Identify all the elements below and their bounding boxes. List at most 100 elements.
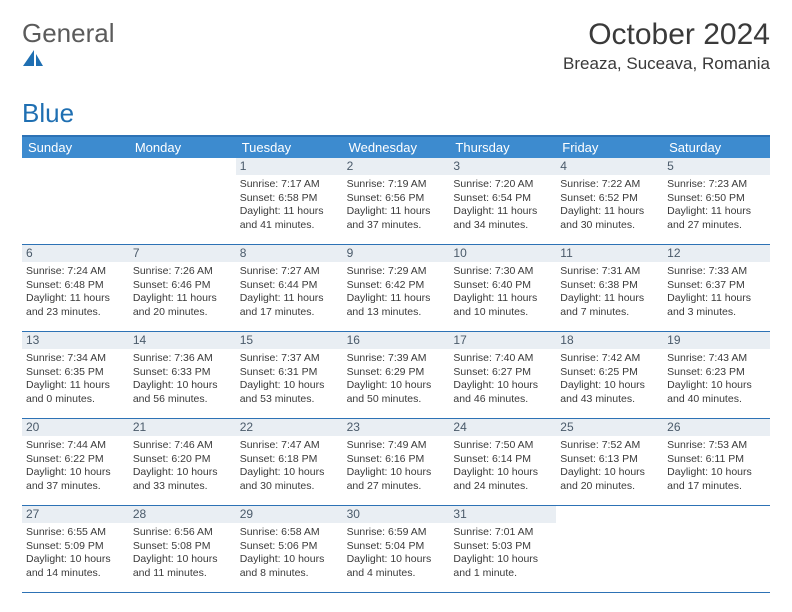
- day-cell: 4Sunrise: 7:22 AMSunset: 6:52 PMDaylight…: [556, 158, 663, 244]
- logo-text-blue: Blue: [22, 98, 74, 128]
- day-number: 31: [449, 506, 556, 523]
- day-cell: 21Sunrise: 7:46 AMSunset: 6:20 PMDayligh…: [129, 419, 236, 505]
- day-detail: Sunrise: 7:20 AM: [453, 178, 552, 191]
- dow-cell: Saturday: [663, 137, 770, 158]
- day-cell: 24Sunrise: 7:50 AMSunset: 6:14 PMDayligh…: [449, 419, 556, 505]
- day-detail: Sunrise: 7:33 AM: [667, 265, 766, 278]
- day-detail: Sunrise: 7:39 AM: [347, 352, 446, 365]
- day-detail: and 4 minutes.: [347, 567, 446, 580]
- day-number: 18: [556, 332, 663, 349]
- day-detail: Sunrise: 6:58 AM: [240, 526, 339, 539]
- day-cell: 25Sunrise: 7:52 AMSunset: 6:13 PMDayligh…: [556, 419, 663, 505]
- day-number: 27: [22, 506, 129, 523]
- day-detail: and 56 minutes.: [133, 393, 232, 406]
- day-detail: Sunset: 6:40 PM: [453, 279, 552, 292]
- day-number: 28: [129, 506, 236, 523]
- day-detail: Sunrise: 7:34 AM: [26, 352, 125, 365]
- day-detail: Sunset: 6:38 PM: [560, 279, 659, 292]
- logo-text-general: General: [22, 18, 115, 48]
- day-detail: Sunset: 6:29 PM: [347, 366, 446, 379]
- day-detail: Sunset: 6:22 PM: [26, 453, 125, 466]
- day-detail: Daylight: 10 hours: [453, 553, 552, 566]
- week-row: 1Sunrise: 7:17 AMSunset: 6:58 PMDaylight…: [22, 158, 770, 245]
- logo-sail-icon: [22, 49, 115, 67]
- day-cell: 28Sunrise: 6:56 AMSunset: 5:08 PMDayligh…: [129, 506, 236, 592]
- day-detail: Sunset: 6:16 PM: [347, 453, 446, 466]
- day-detail: Sunrise: 7:26 AM: [133, 265, 232, 278]
- day-detail: Sunrise: 7:43 AM: [667, 352, 766, 365]
- day-cell: [22, 158, 129, 244]
- day-cell: 31Sunrise: 7:01 AMSunset: 5:03 PMDayligh…: [449, 506, 556, 592]
- day-cell: 23Sunrise: 7:49 AMSunset: 6:16 PMDayligh…: [343, 419, 450, 505]
- day-detail: and 14 minutes.: [26, 567, 125, 580]
- day-cell: 1Sunrise: 7:17 AMSunset: 6:58 PMDaylight…: [236, 158, 343, 244]
- day-detail: Daylight: 10 hours: [560, 379, 659, 392]
- day-detail: and 11 minutes.: [133, 567, 232, 580]
- day-detail: Sunrise: 7:17 AM: [240, 178, 339, 191]
- day-detail: Sunrise: 7:50 AM: [453, 439, 552, 452]
- day-number: 25: [556, 419, 663, 436]
- day-cell: 6Sunrise: 7:24 AMSunset: 6:48 PMDaylight…: [22, 245, 129, 331]
- day-detail: Sunset: 6:50 PM: [667, 192, 766, 205]
- day-detail: Sunset: 6:33 PM: [133, 366, 232, 379]
- day-detail: and 43 minutes.: [560, 393, 659, 406]
- day-number: 29: [236, 506, 343, 523]
- day-detail: Sunset: 6:44 PM: [240, 279, 339, 292]
- day-detail: Sunset: 6:31 PM: [240, 366, 339, 379]
- day-detail: Sunset: 6:14 PM: [453, 453, 552, 466]
- month-title: October 2024: [563, 18, 770, 52]
- day-detail: and 30 minutes.: [560, 219, 659, 232]
- day-detail: and 27 minutes.: [667, 219, 766, 232]
- day-detail: Sunset: 6:56 PM: [347, 192, 446, 205]
- day-cell: 16Sunrise: 7:39 AMSunset: 6:29 PMDayligh…: [343, 332, 450, 418]
- day-detail: Daylight: 11 hours: [453, 292, 552, 305]
- day-detail: Daylight: 10 hours: [560, 466, 659, 479]
- day-detail: Sunrise: 6:59 AM: [347, 526, 446, 539]
- day-number: 4: [556, 158, 663, 175]
- day-detail: and 37 minutes.: [347, 219, 446, 232]
- day-detail: and 20 minutes.: [133, 306, 232, 319]
- day-detail: Daylight: 10 hours: [26, 553, 125, 566]
- day-number: 19: [663, 332, 770, 349]
- day-detail: Sunset: 6:25 PM: [560, 366, 659, 379]
- day-number: 16: [343, 332, 450, 349]
- dow-cell: Tuesday: [236, 137, 343, 158]
- dow-cell: Sunday: [22, 137, 129, 158]
- day-detail: Sunset: 6:18 PM: [240, 453, 339, 466]
- day-cell: 9Sunrise: 7:29 AMSunset: 6:42 PMDaylight…: [343, 245, 450, 331]
- day-detail: Sunset: 5:09 PM: [26, 540, 125, 553]
- day-number: 21: [129, 419, 236, 436]
- day-cell: [129, 158, 236, 244]
- title-block: October 2024 Breaza, Suceava, Romania: [563, 18, 770, 74]
- day-number: 12: [663, 245, 770, 262]
- week-row: 27Sunrise: 6:55 AMSunset: 5:09 PMDayligh…: [22, 506, 770, 593]
- day-detail: and 8 minutes.: [240, 567, 339, 580]
- dow-cell: Friday: [556, 137, 663, 158]
- day-detail: Daylight: 10 hours: [453, 379, 552, 392]
- day-detail: Sunset: 6:46 PM: [133, 279, 232, 292]
- day-detail: Sunrise: 7:40 AM: [453, 352, 552, 365]
- day-number: 6: [22, 245, 129, 262]
- day-number: 30: [343, 506, 450, 523]
- day-number: 5: [663, 158, 770, 175]
- day-detail: Daylight: 10 hours: [453, 466, 552, 479]
- day-detail: and 37 minutes.: [26, 480, 125, 493]
- day-cell: 26Sunrise: 7:53 AMSunset: 6:11 PMDayligh…: [663, 419, 770, 505]
- day-number: 10: [449, 245, 556, 262]
- day-detail: Daylight: 10 hours: [347, 553, 446, 566]
- day-detail: Sunset: 6:58 PM: [240, 192, 339, 205]
- day-detail: and 17 minutes.: [240, 306, 339, 319]
- day-detail: Sunrise: 7:22 AM: [560, 178, 659, 191]
- dow-cell: Wednesday: [343, 137, 450, 158]
- day-detail: Sunrise: 6:55 AM: [26, 526, 125, 539]
- day-detail: Sunrise: 7:49 AM: [347, 439, 446, 452]
- day-detail: Sunset: 6:27 PM: [453, 366, 552, 379]
- day-detail: Sunrise: 7:44 AM: [26, 439, 125, 452]
- day-detail: Sunset: 5:06 PM: [240, 540, 339, 553]
- day-cell: 19Sunrise: 7:43 AMSunset: 6:23 PMDayligh…: [663, 332, 770, 418]
- day-detail: and 53 minutes.: [240, 393, 339, 406]
- day-detail: Daylight: 11 hours: [240, 205, 339, 218]
- day-detail: Sunrise: 7:47 AM: [240, 439, 339, 452]
- day-cell: 14Sunrise: 7:36 AMSunset: 6:33 PMDayligh…: [129, 332, 236, 418]
- day-detail: Sunset: 6:52 PM: [560, 192, 659, 205]
